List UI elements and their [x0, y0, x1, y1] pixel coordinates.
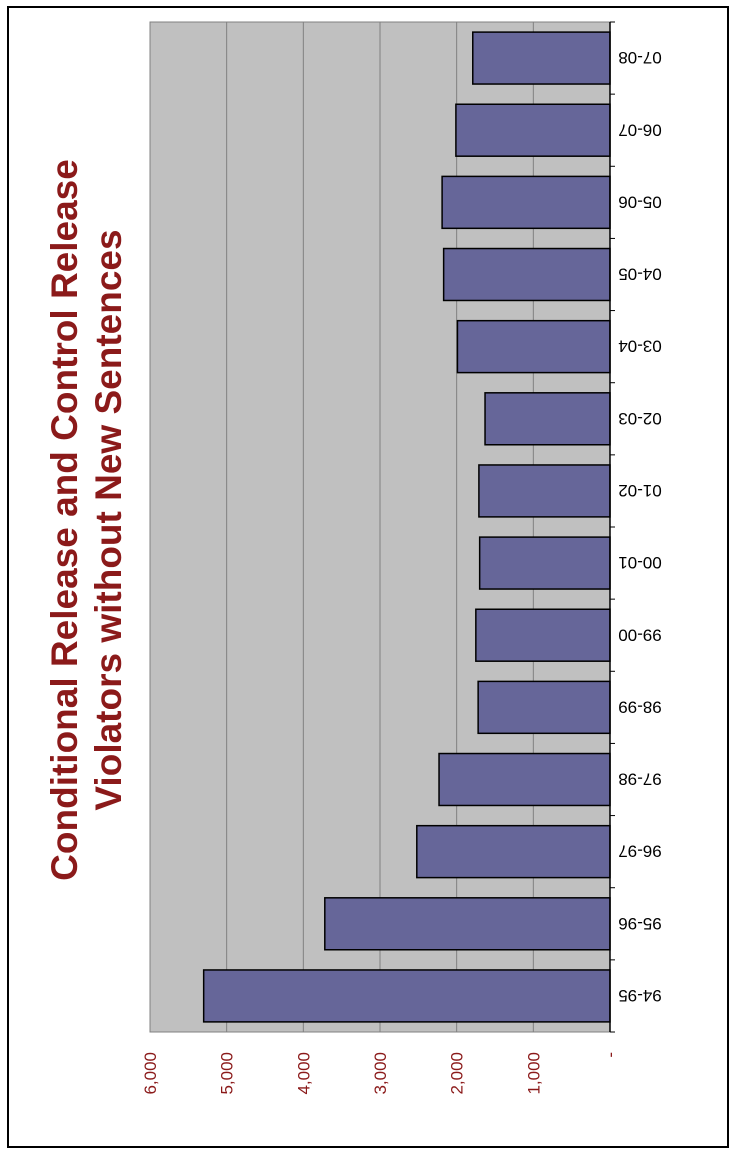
value-tick-label-0: - — [601, 1052, 620, 1058]
bar-06-07 — [455, 103, 611, 157]
chart-title-group: Conditional Release and Control Release … — [44, 159, 129, 881]
bar-96-97 — [416, 824, 611, 879]
category-label-07-08: 07-08 — [618, 48, 661, 67]
bar-07-08 — [472, 31, 611, 85]
category-label-05-06: 05-06 — [618, 192, 661, 211]
category-label-97-98: 97-98 — [618, 770, 661, 789]
bar-01-02 — [478, 464, 611, 518]
bar-00-01 — [478, 536, 611, 590]
bar-05-06 — [441, 175, 611, 230]
bar-94-95 — [202, 969, 611, 1023]
category-label-96-97: 96-97 — [618, 842, 661, 861]
bar-02-03 — [484, 392, 611, 446]
value-tick-label-1: 1,000 — [524, 1052, 543, 1095]
category-label-06-07: 06-07 — [618, 120, 661, 139]
category-label-03-04: 03-04 — [618, 337, 661, 356]
bars — [202, 31, 611, 1023]
value-tick-label-3: 3,000 — [371, 1052, 390, 1095]
bar-97-98 — [438, 752, 611, 807]
bar-04-05 — [442, 247, 611, 302]
bar-99-00 — [475, 608, 611, 662]
category-label-95-96: 95-96 — [618, 914, 661, 933]
value-tick-label-6: 6,000 — [141, 1052, 160, 1095]
chart-title-line1: Conditional Release and Control Release — [44, 159, 85, 881]
value-tick-label-5: 5,000 — [218, 1052, 237, 1095]
category-label-01-02: 01-02 — [618, 481, 661, 500]
category-label-00-01: 00-01 — [618, 553, 661, 572]
category-label-99-00: 99-00 — [618, 625, 661, 644]
bar-98-99 — [477, 680, 611, 735]
category-axis-labels: 94-95 95-96 96-97 97-98 98-99 99-00 00-01 01-02… — [618, 48, 661, 1005]
value-tick-label-4: 4,000 — [294, 1052, 313, 1095]
category-label-94-95: 94-95 — [618, 986, 661, 1005]
value-axis-ticks: - 1,000 2,000 3,000 4,000 5,000 6,000 — [141, 1052, 620, 1095]
bar-03-04 — [456, 319, 611, 374]
value-tick-label-2: 2,000 — [448, 1052, 467, 1095]
category-axis-line — [609, 21, 615, 1033]
bar-95-96 — [324, 897, 611, 951]
chart-title-line2: Violators without New Sentences — [88, 229, 129, 810]
category-label-98-99: 98-99 — [618, 697, 661, 716]
category-label-04-05: 04-05 — [618, 265, 661, 284]
category-label-02-03: 02-03 — [618, 409, 661, 428]
